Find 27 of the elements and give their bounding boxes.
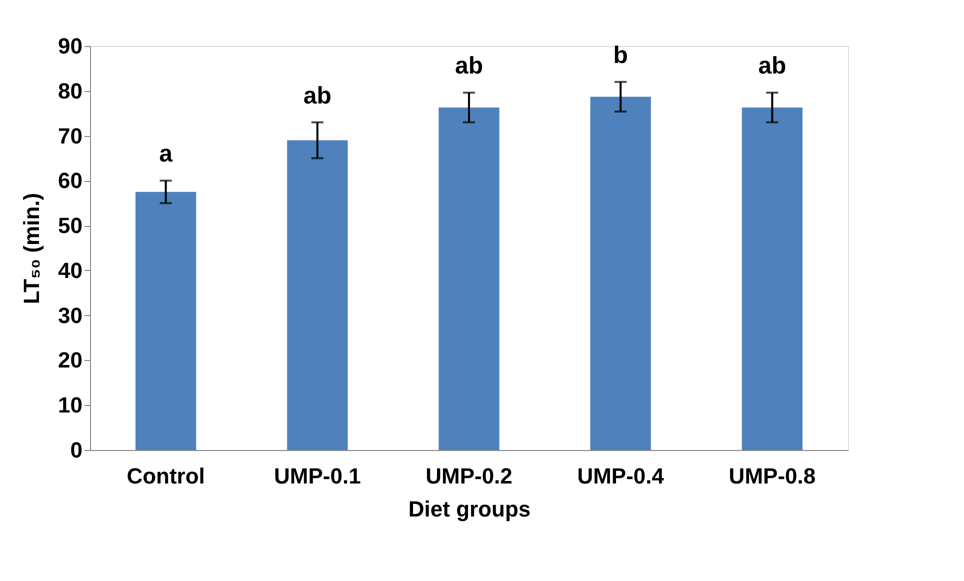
y-tick-label: 60 [58, 168, 82, 194]
x-tick-label: UMP-0.8 [728, 464, 816, 488]
annotation: ab [454, 52, 484, 80]
annotation: ab [303, 82, 332, 110]
bar [135, 192, 196, 450]
y-tick-label: 70 [58, 123, 82, 148]
x-tick-label: UMP-0.1 [274, 464, 361, 488]
x-tick-label: UMP-0.4 [577, 464, 665, 488]
x-axis-title: Diet groups [408, 496, 531, 522]
annotation: a [159, 140, 174, 168]
y-tick-label: 30 [58, 302, 82, 328]
y-tick-label: 90 [58, 34, 82, 58]
x-tick-label: Control [126, 464, 205, 488]
y-tick-label: 20 [58, 348, 82, 373]
bar [590, 96, 651, 450]
y-tick-label: 80 [58, 78, 82, 104]
x-tick-label: UMP-0.2 [426, 464, 512, 488]
y-tick-label: 10 [58, 392, 82, 418]
y-tick-label: 40 [58, 258, 82, 283]
y-axis-title: LT₅₀ (min.) [19, 192, 44, 304]
bar [742, 108, 803, 450]
bar [438, 108, 500, 450]
annotation: b [613, 42, 628, 69]
y-tick-label: 0 [70, 438, 82, 462]
y-tick-label: 50 [58, 213, 82, 238]
bar [287, 140, 348, 450]
annotation: ab [758, 52, 786, 80]
